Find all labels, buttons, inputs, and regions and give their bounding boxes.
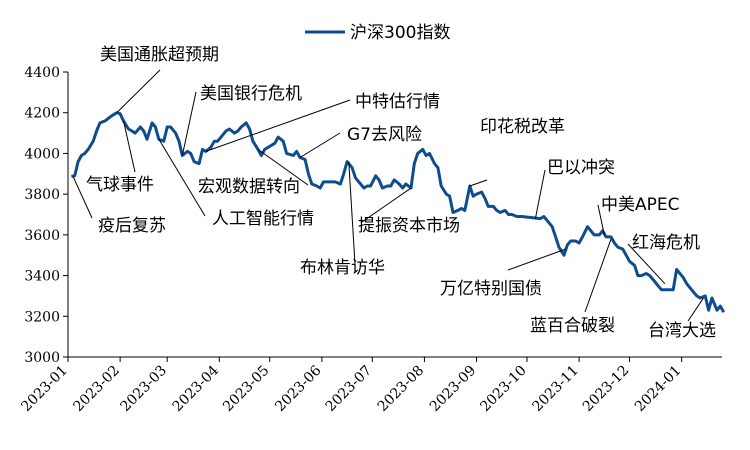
y-tick-label: 3600 — [24, 228, 60, 244]
annotation-label: 万亿特别国债 — [440, 279, 542, 299]
annotation-label: 中特估行情 — [355, 92, 440, 112]
annotation-label: 美国通胀超预期 — [100, 45, 219, 65]
x-tick-label: 2023-09 — [427, 363, 479, 415]
annotation-label: 蓝百合破裂 — [530, 316, 615, 336]
y-tick-label: 3400 — [24, 269, 60, 285]
x-tick-label: 2023-02 — [70, 363, 122, 415]
legend: 沪深300指数 — [305, 23, 450, 43]
y-tick-label: 3800 — [24, 187, 60, 203]
x-tick-label: 2023-04 — [170, 362, 223, 415]
x-tick-label: 2023-01 — [18, 363, 70, 415]
annotation-leader — [205, 99, 351, 152]
annotation-label: 台湾大选 — [648, 321, 716, 341]
annotation-label: 布林肯访华 — [300, 258, 385, 278]
annotation-label: 提振资本市场 — [358, 216, 460, 236]
annotation-leader — [361, 187, 412, 223]
x-tick-label: 2023-10 — [477, 363, 529, 415]
annotation-label: 中美APEC — [601, 195, 680, 215]
annotation-leader — [116, 69, 161, 114]
annotation-label: G7去风险 — [347, 125, 422, 145]
x-tick-label: 2023-11 — [529, 363, 581, 415]
x-tick-label: 2023-07 — [323, 363, 375, 415]
annotation-leader — [534, 169, 546, 219]
annotation-label: 人工智能行情 — [212, 209, 314, 229]
annotation-leader — [584, 238, 612, 313]
annotation-leader — [181, 91, 197, 156]
annotation-label: 宏观数据转向 — [198, 177, 300, 197]
annotation-label: 红海危机 — [632, 233, 700, 253]
annotation-leader — [687, 297, 704, 322]
annotation-leader — [507, 248, 566, 271]
annotation-label: 美国银行危机 — [200, 84, 302, 104]
legend-label: 沪深300指数 — [350, 23, 450, 43]
annotation-label: 巴以冲突 — [547, 158, 615, 178]
annotation-leader — [348, 161, 356, 265]
annotation-label: 印花税改革 — [480, 117, 565, 137]
x-tick-label: 2024-01 — [632, 363, 684, 415]
annotation-leader — [257, 148, 309, 186]
annotation-label: 疫后复苏 — [98, 216, 166, 236]
annotation-leader — [299, 132, 341, 158]
y-tick-label: 3200 — [24, 309, 60, 325]
y-tick-label: 4200 — [24, 106, 60, 122]
x-tick-label: 2023-05 — [220, 363, 272, 415]
annotation-leader — [627, 243, 666, 285]
y-tick-label: 3000 — [24, 350, 60, 366]
x-tick-label: 2023-06 — [272, 362, 325, 415]
x-tick-label: 2023-08 — [375, 363, 427, 415]
y-tick-label: 4000 — [24, 146, 60, 162]
annotation-leader — [597, 204, 605, 235]
y-tick-label: 4400 — [24, 65, 60, 81]
annotation-leader — [72, 176, 93, 219]
series-line — [71, 111, 726, 313]
x-tick-label: 2023-03 — [118, 363, 170, 415]
series-layer — [71, 111, 726, 313]
annotation-leader — [158, 138, 206, 217]
x-tick-label: 2023-12 — [580, 363, 632, 415]
annotation-label: 气球事件 — [86, 175, 154, 195]
annotation-leader — [122, 120, 136, 173]
annotation-leader — [469, 179, 488, 187]
